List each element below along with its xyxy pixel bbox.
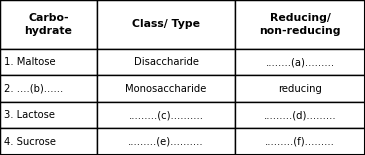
Text: .........(e)..........: .........(e).......... bbox=[128, 137, 204, 147]
Text: 4. Sucrose: 4. Sucrose bbox=[4, 137, 56, 147]
Bar bbox=[0, 102, 97, 128]
Text: 2. ....(b)......: 2. ....(b)...... bbox=[4, 84, 64, 94]
Text: .........(c)..........: .........(c).......... bbox=[128, 110, 204, 120]
Text: Monosaccharide: Monosaccharide bbox=[126, 84, 207, 94]
Bar bbox=[97, 128, 235, 155]
Text: Disaccharide: Disaccharide bbox=[134, 57, 199, 67]
Text: ........(a).........: ........(a)......... bbox=[266, 57, 335, 67]
Bar bbox=[235, 102, 365, 128]
Bar bbox=[0, 75, 97, 102]
Bar bbox=[97, 102, 235, 128]
Text: Class/ Type: Class/ Type bbox=[132, 19, 200, 29]
Bar bbox=[235, 128, 365, 155]
Bar bbox=[235, 0, 365, 49]
Text: 1. Maltose: 1. Maltose bbox=[4, 57, 56, 67]
Bar bbox=[97, 75, 235, 102]
Text: .........(f).........: .........(f)......... bbox=[265, 137, 335, 147]
Bar bbox=[235, 75, 365, 102]
Text: Carbo-
hydrate: Carbo- hydrate bbox=[24, 13, 72, 36]
Text: Reducing/
non-reducing: Reducing/ non-reducing bbox=[260, 13, 341, 36]
Bar bbox=[0, 49, 97, 75]
Bar bbox=[97, 0, 235, 49]
Text: 3. Lactose: 3. Lactose bbox=[4, 110, 55, 120]
Bar bbox=[97, 49, 235, 75]
Text: reducing: reducing bbox=[278, 84, 322, 94]
Bar bbox=[0, 128, 97, 155]
Bar bbox=[235, 49, 365, 75]
Bar bbox=[0, 0, 97, 49]
Text: .........(d).........: .........(d)......... bbox=[264, 110, 337, 120]
